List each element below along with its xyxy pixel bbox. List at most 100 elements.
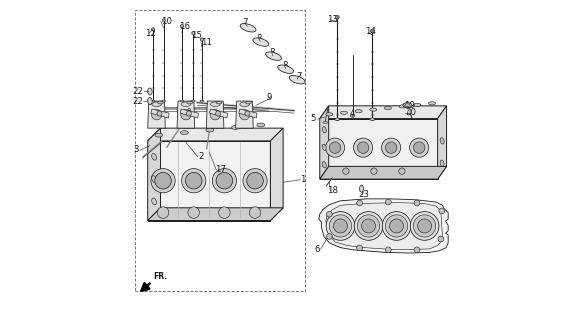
Ellipse shape bbox=[350, 115, 355, 117]
Circle shape bbox=[386, 247, 391, 253]
Ellipse shape bbox=[206, 128, 214, 132]
Circle shape bbox=[399, 168, 405, 174]
Polygon shape bbox=[319, 199, 448, 253]
Bar bbox=[135, 10, 305, 291]
Circle shape bbox=[386, 199, 391, 205]
Circle shape bbox=[200, 38, 203, 41]
Circle shape bbox=[386, 142, 397, 153]
Circle shape bbox=[180, 25, 184, 28]
Ellipse shape bbox=[403, 103, 412, 108]
Polygon shape bbox=[148, 128, 283, 141]
Circle shape bbox=[382, 212, 411, 240]
Circle shape bbox=[390, 219, 404, 233]
Circle shape bbox=[216, 172, 233, 189]
Text: 8: 8 bbox=[269, 48, 275, 58]
Polygon shape bbox=[320, 166, 446, 179]
Circle shape bbox=[386, 215, 408, 237]
Text: 7: 7 bbox=[296, 72, 302, 81]
Circle shape bbox=[240, 110, 250, 120]
Ellipse shape bbox=[245, 101, 251, 104]
Ellipse shape bbox=[200, 100, 204, 102]
Text: 6: 6 bbox=[314, 245, 320, 254]
Polygon shape bbox=[320, 106, 329, 179]
Circle shape bbox=[343, 168, 349, 174]
Circle shape bbox=[157, 111, 162, 116]
Circle shape bbox=[188, 207, 199, 218]
Ellipse shape bbox=[157, 101, 163, 104]
Circle shape bbox=[413, 215, 436, 237]
Ellipse shape bbox=[148, 88, 152, 95]
Circle shape bbox=[219, 207, 230, 218]
Polygon shape bbox=[270, 128, 283, 220]
Circle shape bbox=[371, 168, 377, 174]
Circle shape bbox=[329, 142, 341, 153]
Ellipse shape bbox=[211, 102, 220, 107]
Text: 8: 8 bbox=[256, 34, 262, 43]
Ellipse shape bbox=[232, 125, 239, 129]
Ellipse shape bbox=[440, 138, 444, 144]
Circle shape bbox=[371, 29, 374, 33]
Ellipse shape bbox=[278, 65, 294, 73]
Ellipse shape bbox=[414, 103, 421, 107]
Circle shape bbox=[409, 138, 428, 157]
Text: 1: 1 bbox=[300, 175, 305, 184]
Circle shape bbox=[157, 207, 169, 218]
Circle shape bbox=[250, 207, 261, 218]
Text: 14: 14 bbox=[365, 28, 376, 36]
Circle shape bbox=[327, 234, 332, 239]
Polygon shape bbox=[239, 109, 257, 118]
Text: 21: 21 bbox=[185, 108, 196, 117]
Text: 23: 23 bbox=[358, 190, 369, 199]
Text: 20: 20 bbox=[405, 108, 416, 117]
Text: 10: 10 bbox=[162, 17, 173, 26]
Polygon shape bbox=[148, 101, 165, 128]
Circle shape bbox=[335, 15, 339, 19]
Circle shape bbox=[413, 142, 425, 153]
Text: 12: 12 bbox=[145, 29, 156, 38]
Polygon shape bbox=[210, 109, 228, 118]
Circle shape bbox=[210, 110, 221, 120]
Ellipse shape bbox=[162, 100, 166, 102]
Ellipse shape bbox=[289, 76, 305, 84]
Ellipse shape bbox=[355, 110, 362, 113]
Ellipse shape bbox=[405, 104, 410, 107]
Circle shape bbox=[182, 169, 206, 193]
Circle shape bbox=[247, 172, 263, 189]
Polygon shape bbox=[206, 101, 224, 128]
Circle shape bbox=[361, 219, 376, 233]
Text: FR.: FR. bbox=[153, 272, 167, 281]
Polygon shape bbox=[438, 106, 446, 179]
Circle shape bbox=[186, 111, 192, 116]
Circle shape bbox=[354, 212, 383, 240]
Polygon shape bbox=[326, 203, 442, 250]
Text: 15: 15 bbox=[191, 31, 202, 40]
Ellipse shape bbox=[322, 127, 326, 133]
Text: 5: 5 bbox=[310, 114, 316, 123]
Ellipse shape bbox=[152, 102, 162, 107]
Ellipse shape bbox=[151, 100, 155, 102]
Circle shape bbox=[334, 219, 347, 233]
Ellipse shape bbox=[340, 111, 347, 114]
Circle shape bbox=[185, 172, 202, 189]
Circle shape bbox=[354, 138, 373, 157]
Ellipse shape bbox=[326, 113, 333, 116]
Ellipse shape bbox=[192, 100, 195, 102]
Polygon shape bbox=[320, 119, 438, 179]
Text: 17: 17 bbox=[215, 165, 226, 174]
Circle shape bbox=[327, 211, 332, 217]
Text: 19: 19 bbox=[404, 101, 415, 110]
Circle shape bbox=[215, 111, 221, 116]
Ellipse shape bbox=[155, 133, 163, 137]
Ellipse shape bbox=[360, 185, 364, 192]
Ellipse shape bbox=[322, 144, 326, 150]
Circle shape bbox=[357, 142, 369, 153]
Ellipse shape bbox=[408, 109, 411, 115]
Circle shape bbox=[411, 212, 439, 240]
Ellipse shape bbox=[188, 108, 190, 114]
Ellipse shape bbox=[253, 38, 269, 46]
Circle shape bbox=[212, 169, 236, 193]
Text: 13: 13 bbox=[327, 15, 338, 24]
Ellipse shape bbox=[180, 100, 184, 102]
Circle shape bbox=[152, 110, 162, 120]
Circle shape bbox=[151, 169, 175, 193]
